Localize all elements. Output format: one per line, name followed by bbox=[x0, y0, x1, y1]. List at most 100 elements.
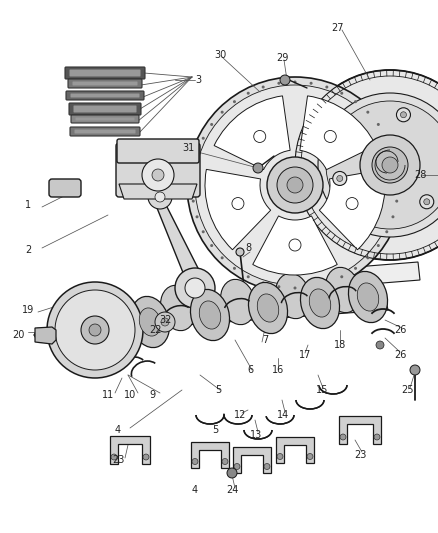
Ellipse shape bbox=[139, 308, 161, 336]
Text: 32: 32 bbox=[159, 315, 171, 325]
Circle shape bbox=[280, 75, 290, 85]
FancyBboxPatch shape bbox=[75, 117, 134, 120]
Circle shape bbox=[192, 200, 195, 203]
Circle shape bbox=[376, 341, 384, 349]
Text: 20: 20 bbox=[12, 330, 24, 340]
Circle shape bbox=[395, 200, 398, 203]
Polygon shape bbox=[155, 203, 204, 280]
Ellipse shape bbox=[191, 289, 230, 341]
Circle shape bbox=[267, 157, 323, 213]
Text: 30: 30 bbox=[214, 50, 226, 60]
Text: 13: 13 bbox=[250, 430, 262, 440]
Text: 26: 26 bbox=[394, 325, 406, 335]
Circle shape bbox=[325, 281, 328, 285]
Circle shape bbox=[424, 199, 430, 205]
Circle shape bbox=[377, 123, 380, 126]
Circle shape bbox=[192, 458, 198, 464]
Circle shape bbox=[372, 147, 408, 183]
Ellipse shape bbox=[325, 268, 360, 313]
Text: 28: 28 bbox=[414, 170, 426, 180]
Text: 31: 31 bbox=[182, 143, 194, 153]
Circle shape bbox=[382, 157, 398, 173]
Circle shape bbox=[261, 281, 265, 285]
Circle shape bbox=[287, 177, 303, 193]
Circle shape bbox=[374, 434, 380, 440]
Text: 18: 18 bbox=[334, 340, 346, 350]
Text: 27: 27 bbox=[332, 23, 344, 33]
Polygon shape bbox=[255, 262, 420, 293]
Circle shape bbox=[420, 195, 434, 209]
Circle shape bbox=[346, 198, 358, 209]
Circle shape bbox=[395, 167, 398, 171]
FancyBboxPatch shape bbox=[117, 139, 199, 163]
Text: 29: 29 bbox=[276, 53, 288, 63]
Circle shape bbox=[236, 248, 244, 256]
Ellipse shape bbox=[300, 277, 339, 328]
Circle shape bbox=[277, 167, 313, 203]
Circle shape bbox=[396, 183, 399, 187]
Text: 8: 8 bbox=[245, 243, 251, 253]
Circle shape bbox=[366, 111, 369, 114]
FancyBboxPatch shape bbox=[69, 103, 141, 115]
Text: 3: 3 bbox=[195, 75, 201, 85]
FancyBboxPatch shape bbox=[68, 79, 142, 88]
FancyBboxPatch shape bbox=[65, 67, 145, 79]
Circle shape bbox=[310, 82, 313, 85]
Circle shape bbox=[326, 101, 438, 229]
Wedge shape bbox=[300, 96, 376, 169]
Circle shape bbox=[295, 70, 438, 260]
Circle shape bbox=[325, 85, 328, 88]
Text: 6: 6 bbox=[247, 365, 253, 375]
Circle shape bbox=[293, 287, 297, 289]
Ellipse shape bbox=[309, 289, 331, 317]
Text: 11: 11 bbox=[102, 390, 114, 400]
Polygon shape bbox=[110, 436, 150, 464]
Polygon shape bbox=[115, 295, 388, 330]
Ellipse shape bbox=[248, 282, 288, 334]
FancyBboxPatch shape bbox=[74, 130, 135, 133]
Circle shape bbox=[410, 365, 420, 375]
Circle shape bbox=[324, 131, 336, 142]
Text: 19: 19 bbox=[22, 305, 34, 315]
Text: 12: 12 bbox=[234, 410, 246, 420]
Circle shape bbox=[55, 290, 135, 370]
Wedge shape bbox=[205, 169, 271, 250]
Circle shape bbox=[175, 268, 215, 308]
FancyBboxPatch shape bbox=[70, 127, 140, 136]
Circle shape bbox=[152, 169, 164, 181]
Wedge shape bbox=[253, 216, 337, 275]
Circle shape bbox=[234, 464, 240, 470]
Circle shape bbox=[392, 215, 395, 219]
Circle shape bbox=[247, 92, 250, 95]
Circle shape bbox=[360, 135, 420, 195]
Circle shape bbox=[89, 324, 101, 336]
Text: 4: 4 bbox=[192, 485, 198, 495]
Text: 1: 1 bbox=[25, 200, 31, 210]
Circle shape bbox=[340, 92, 343, 95]
Circle shape bbox=[385, 230, 388, 233]
Ellipse shape bbox=[276, 273, 311, 319]
Circle shape bbox=[277, 454, 283, 459]
Circle shape bbox=[187, 77, 403, 293]
Wedge shape bbox=[214, 96, 290, 169]
Circle shape bbox=[392, 152, 395, 155]
Text: 4: 4 bbox=[115, 425, 121, 435]
Ellipse shape bbox=[257, 294, 279, 322]
Text: 2: 2 bbox=[25, 245, 31, 255]
Polygon shape bbox=[276, 437, 314, 463]
Circle shape bbox=[148, 185, 172, 209]
Ellipse shape bbox=[221, 279, 255, 325]
Circle shape bbox=[210, 123, 213, 126]
Circle shape bbox=[253, 163, 263, 173]
Polygon shape bbox=[339, 416, 381, 444]
Circle shape bbox=[385, 137, 388, 140]
Text: 15: 15 bbox=[316, 385, 328, 395]
Circle shape bbox=[221, 256, 224, 260]
Circle shape bbox=[264, 464, 270, 470]
Text: 23: 23 bbox=[354, 450, 366, 460]
FancyBboxPatch shape bbox=[71, 93, 139, 98]
Circle shape bbox=[340, 434, 346, 440]
Polygon shape bbox=[35, 327, 56, 344]
Circle shape bbox=[202, 230, 205, 233]
FancyBboxPatch shape bbox=[116, 143, 200, 197]
